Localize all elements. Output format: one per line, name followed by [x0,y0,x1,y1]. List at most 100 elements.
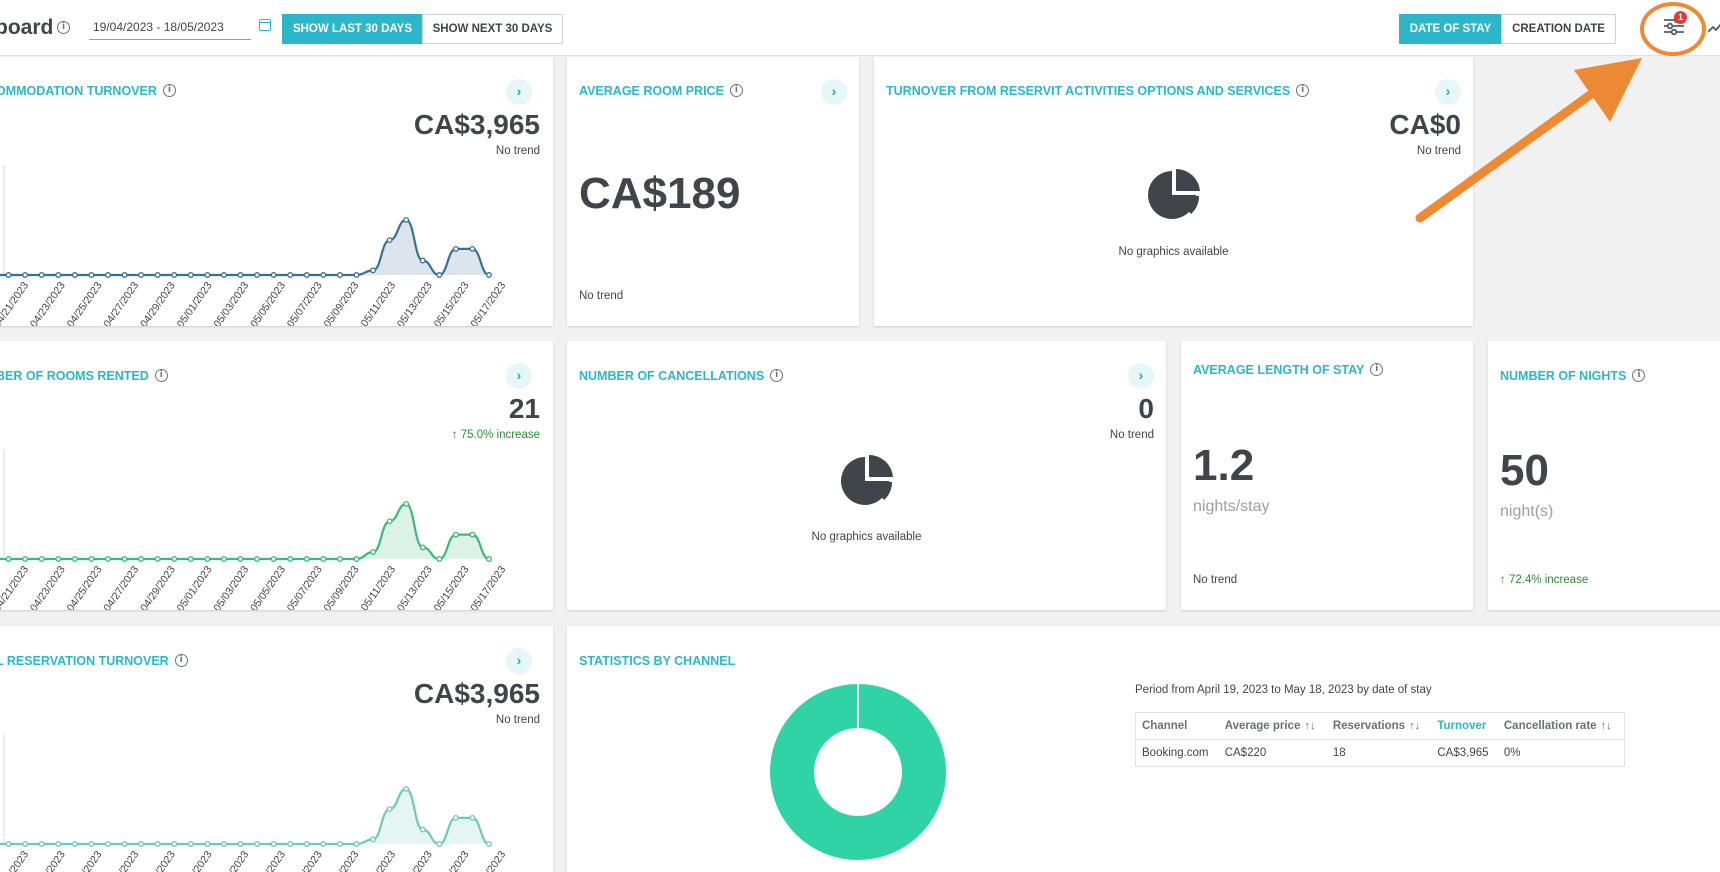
tick-label: 05/03/2023 [211,849,251,872]
tick-label: 05/05/2023 [248,564,288,610]
tick-label: 04/25/2023 [65,280,105,326]
data-point [121,841,128,847]
info-icon[interactable]: i [1632,369,1646,383]
tick-label: 04/21/2023 [0,280,31,326]
tick-label: 04/29/2023 [138,280,178,326]
data-point [220,556,227,562]
data-point [121,556,128,562]
column-header[interactable]: Reservations ↑↓ [1326,712,1432,740]
tick-label: 04/23/2023 [28,280,68,326]
period-text: Period from April 19, 2023 to May 18, 20… [1135,684,1432,696]
kpi-value: 1.2 [1193,441,1255,490]
data-point [469,531,476,538]
data-point [419,257,426,264]
data-point [452,531,459,538]
table-cell: Booking.com [1134,739,1219,767]
info-icon[interactable]: i [174,654,188,668]
kpi-value: 50 [1500,446,1549,495]
show-last-30-days-button[interactable]: SHOW LAST 30 DAYS [282,14,423,44]
info-icon[interactable]: i [1296,84,1310,98]
data-point [270,272,277,278]
no-graphics-text: No graphics available [811,531,922,543]
info-icon[interactable]: i [729,84,743,98]
card-title: NUMBER OF NIGHTS i [1500,369,1646,383]
tick-label: 05/17/2023 [468,280,508,326]
data-point [386,518,393,525]
data-point [204,841,211,847]
data-point [386,806,393,813]
info-icon[interactable]: i [1370,363,1384,377]
details-arrow-button[interactable]: › [506,363,532,389]
series-area [0,219,489,275]
column-header[interactable]: Turnover [1431,712,1498,740]
data-point [22,556,29,562]
card-title: STATISTICS BY CHANNEL [579,654,736,668]
column-header[interactable]: Cancellation rate ↑↓ [1497,712,1625,740]
trend-chart-icon[interactable] [1708,22,1720,34]
data-point [336,841,343,847]
info-icon[interactable]: i [162,84,176,98]
tick-label: 05/09/2023 [321,280,361,326]
tick-label: 05/01/2023 [175,564,215,610]
pie-chart-icon [1148,169,1200,219]
sort-icon[interactable]: ↑↓ [1409,720,1421,732]
kpi-value: CA$3,965 [413,109,540,140]
trend-text: No trend [1109,429,1154,441]
data-point [486,556,492,562]
tick-label: 05/13/2023 [395,849,435,872]
data-point [71,556,78,562]
data-point [237,272,244,278]
data-point [187,841,194,847]
tick-label: 04/25/2023 [65,849,105,872]
data-point [353,272,360,278]
table-row: Booking.com CA$220 18 CA$3,965 0% [1134,739,1625,767]
tick-label: 05/01/2023 [175,849,215,872]
details-arrow-button[interactable]: › [1435,79,1461,105]
show-next-30-days-button[interactable]: SHOW NEXT 30 DAYS [422,14,563,44]
data-point [436,556,443,562]
reservation-turnover-card: L RESERVATION TURNOVER i › CA$3,965 No tr… [0,626,553,872]
sort-icon[interactable]: ↑↓ [1304,720,1316,732]
details-arrow-button[interactable]: › [1128,363,1154,389]
tick-label: 05/05/2023 [248,849,288,872]
details-arrow-button[interactable]: › [506,648,532,674]
data-point [254,556,261,562]
data-point [187,556,194,562]
data-point [22,841,29,847]
data-point [55,556,62,562]
data-point [370,549,376,555]
details-arrow-button[interactable]: › [506,79,532,105]
table-cell: 18 [1326,739,1432,767]
data-point [220,272,227,278]
calendar-icon[interactable] [259,19,271,31]
info-icon[interactable]: i [770,369,784,383]
trend-text: No trend [495,145,540,157]
sort-icon[interactable]: ↑↓ [1600,720,1612,732]
data-point [38,272,45,278]
tick-label: 05/03/2023 [211,564,251,610]
data-point [287,841,294,847]
data-point [220,841,227,847]
data-point [204,272,211,278]
data-point [71,841,78,847]
tick-label: 04/21/2023 [0,849,31,872]
tick-label: 04/23/2023 [28,849,68,872]
data-point [71,272,78,278]
accommodation-turnover-card: OMMODATION TURNOVER i › CA$3,965 No trend… [0,57,553,326]
data-point [38,841,45,847]
data-point [287,272,294,278]
card-title: AVERAGE ROOM PRICE i [579,84,743,98]
info-icon[interactable]: i [154,369,168,383]
data-point [386,237,393,244]
data-point [353,556,360,562]
data-point [303,556,310,562]
annotation-arrow [1415,58,1642,223]
data-point [336,556,343,562]
column-header[interactable]: Average price ↑↓ [1218,712,1327,740]
info-icon[interactable]: i [57,21,70,34]
tick-label: 04/21/2023 [0,564,31,610]
data-point [105,556,111,562]
creation-date-button[interactable]: CREATION DATE [1501,14,1616,44]
details-arrow-button[interactable]: › [821,79,847,105]
date-range-input[interactable]: 19/04/2023 - 18/05/2023 [89,12,251,40]
